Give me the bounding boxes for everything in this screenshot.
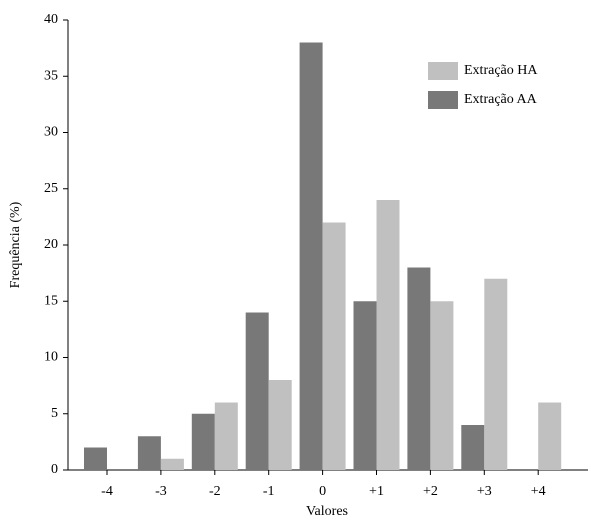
bar [484,278,508,470]
bar [376,200,400,470]
y-tick-label: 5 [51,406,58,421]
x-tick-label: -1 [263,484,275,499]
y-tick-label: 15 [44,293,58,308]
bar [245,312,269,470]
y-axis-label: Frequência (%) [8,201,23,288]
bar [299,42,323,470]
bar [214,402,238,470]
bar [407,267,431,470]
y-tick-label: 20 [44,237,58,252]
x-axis-label: Valores [306,504,348,519]
bar [353,301,377,470]
x-tick-label: 0 [319,484,326,499]
legend-label: Extração HA [464,63,538,78]
legend-label: Extração AA [464,92,538,107]
legend-swatch [428,91,458,109]
bar [430,301,454,470]
y-tick-label: 30 [44,125,58,140]
x-tick-label: +4 [531,484,546,499]
bar [137,436,161,470]
x-tick-label: +2 [423,484,438,499]
bar [191,413,215,470]
bar [322,222,346,470]
bar [461,425,485,470]
bar [268,380,292,470]
x-tick-label: -3 [155,484,167,499]
y-tick-label: 25 [44,181,58,196]
x-tick-label: +1 [369,484,384,499]
x-tick-label: +3 [477,484,492,499]
y-tick-label: 35 [44,68,58,83]
x-tick-label: -2 [209,484,221,499]
legend-swatch [428,62,458,80]
y-tick-label: 10 [44,350,58,365]
x-tick-label: -4 [101,484,113,499]
bar [538,402,562,470]
y-tick-label: 0 [51,462,58,477]
y-tick-label: 40 [44,12,58,27]
bar [84,447,107,470]
bar [160,458,184,470]
